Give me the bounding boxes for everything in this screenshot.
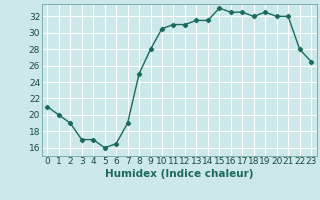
X-axis label: Humidex (Indice chaleur): Humidex (Indice chaleur) — [105, 169, 253, 179]
